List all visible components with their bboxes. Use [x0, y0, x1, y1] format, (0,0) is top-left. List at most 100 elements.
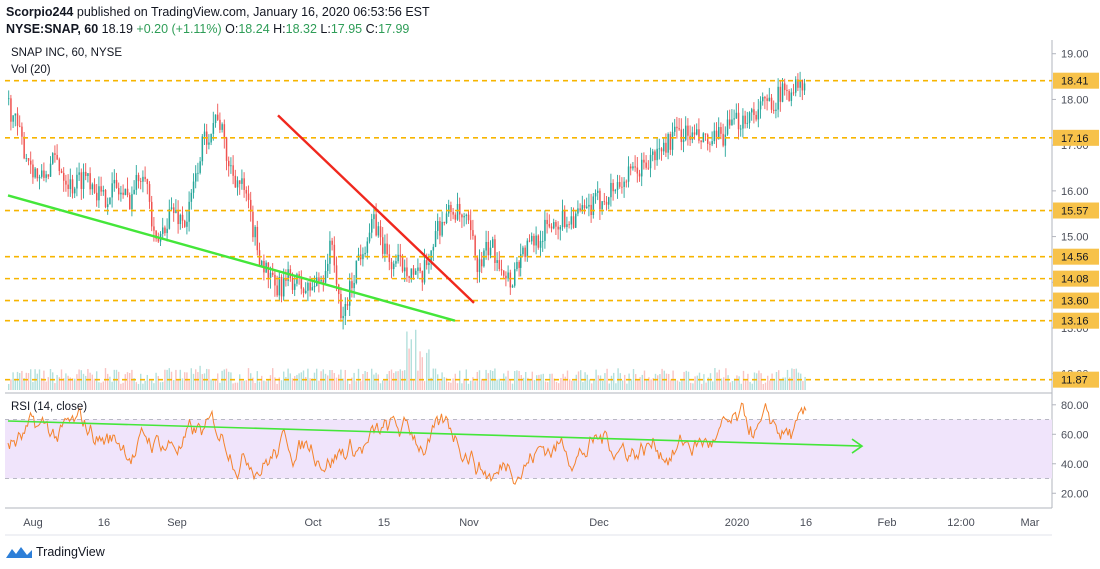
volume-bar	[800, 373, 802, 390]
level-tag-box	[1053, 129, 1099, 146]
volume-bar	[124, 374, 126, 390]
volume-bar	[483, 379, 485, 390]
candle-body	[8, 98, 10, 100]
volume-bar	[135, 382, 137, 390]
volume-bar	[232, 383, 234, 390]
candle-body	[428, 262, 430, 266]
candle-body	[144, 176, 146, 180]
candle-body	[443, 221, 446, 224]
candle-body	[465, 214, 468, 217]
volume-bar	[234, 382, 236, 390]
level-price-tag: 11.87	[1053, 371, 1099, 388]
candle-body	[421, 271, 424, 283]
volume-bar	[214, 379, 217, 390]
volume-bar	[778, 370, 780, 390]
volume-bar	[371, 368, 373, 390]
candle-body	[795, 79, 797, 93]
volume-bar	[648, 377, 650, 390]
candle-body	[390, 262, 393, 270]
candle-body	[516, 261, 518, 270]
volume-bar	[738, 376, 740, 390]
volume-bar	[146, 374, 148, 390]
level-tag-box	[1053, 202, 1099, 219]
level-tag-label: 15.57	[1061, 206, 1089, 218]
volume-bar	[439, 381, 441, 390]
author-name[interactable]: Scorpio244	[6, 5, 74, 19]
volume-bar	[278, 377, 280, 390]
candle-body	[572, 216, 575, 228]
level-tag-label: 11.87	[1061, 375, 1088, 387]
candle-body	[54, 153, 56, 155]
candle-body	[89, 173, 91, 190]
volume-bar	[254, 383, 256, 390]
volume-bar	[481, 378, 483, 390]
candle-body	[175, 210, 177, 213]
volume-bar	[503, 373, 505, 390]
candle-body	[456, 203, 459, 220]
volume-bar	[305, 376, 307, 390]
volume-bar	[384, 379, 386, 390]
volume-bar	[740, 383, 742, 390]
candle-body	[423, 260, 426, 283]
volume-bar	[421, 357, 423, 390]
volume-bar	[140, 373, 142, 390]
volume-bar	[756, 373, 758, 390]
candle-body	[291, 278, 294, 290]
candle-body	[586, 206, 588, 209]
candle-body	[342, 315, 344, 319]
volume-bar	[298, 373, 300, 390]
volume-bar	[250, 373, 252, 390]
candle-body	[228, 160, 230, 167]
candle-body	[243, 178, 245, 190]
candle-body	[768, 97, 771, 101]
candle-body	[126, 188, 129, 195]
candle-body	[674, 126, 676, 132]
candle-body	[656, 148, 658, 161]
time-tick-label: Dec	[589, 517, 609, 529]
volume-bar	[639, 377, 641, 390]
candle-body	[214, 114, 217, 124]
volume-bar	[289, 373, 291, 390]
candle-body	[520, 254, 522, 268]
candle-body	[91, 184, 94, 190]
volume-bar	[338, 374, 340, 390]
volume-bar	[593, 379, 595, 390]
candle-body	[759, 101, 762, 110]
level-tag-box	[1053, 72, 1099, 89]
volume-bar	[716, 372, 718, 390]
candle-body	[41, 170, 43, 177]
candle-body	[71, 179, 74, 194]
rsi-tick-label: 60.00	[1061, 429, 1089, 441]
volume-bar	[151, 380, 153, 390]
candle-body	[250, 199, 252, 212]
candle-body	[311, 287, 314, 291]
volume-bar	[760, 373, 762, 390]
volume-bar	[327, 375, 329, 390]
candle-body	[737, 112, 740, 130]
candle-body	[575, 213, 577, 228]
candle-body	[441, 221, 443, 236]
candle-body	[426, 260, 428, 266]
candle-body	[467, 214, 470, 221]
candle-body	[192, 181, 195, 193]
volume-bar	[291, 378, 294, 390]
volume-bar	[580, 370, 582, 390]
tradingview-logo-icon	[6, 547, 32, 558]
volume-bar	[153, 383, 155, 390]
tradingview-logo[interactable]: TradingView	[6, 545, 105, 559]
ohlc-close: C:17.99	[365, 22, 410, 36]
candle-body	[184, 220, 186, 227]
candle-body	[720, 127, 722, 134]
volume-bar	[516, 370, 518, 390]
candle-body	[700, 140, 702, 143]
level-tag-label: 13.16	[1061, 316, 1089, 328]
volume-bar	[577, 371, 580, 390]
volume-bar	[784, 377, 786, 390]
candle-body	[713, 130, 716, 142]
volume-bar	[272, 368, 274, 390]
candle-body	[434, 231, 437, 247]
volume-bar	[586, 374, 588, 390]
candle-body	[395, 261, 397, 264]
candle-body	[592, 196, 595, 215]
